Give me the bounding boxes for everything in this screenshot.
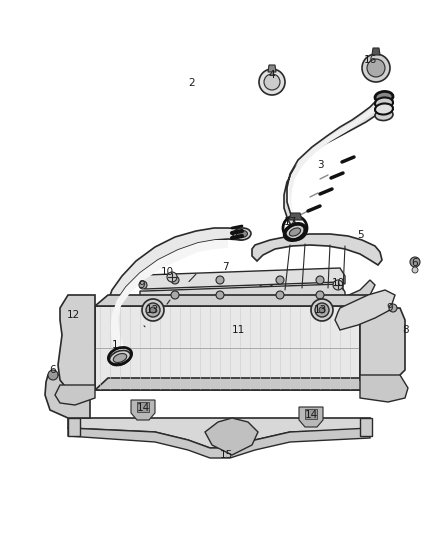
Polygon shape <box>110 240 228 355</box>
Polygon shape <box>252 234 382 265</box>
Polygon shape <box>335 290 395 330</box>
Polygon shape <box>68 418 80 436</box>
Text: 9: 9 <box>139 280 145 290</box>
Polygon shape <box>95 306 360 390</box>
Polygon shape <box>58 295 95 390</box>
Text: 5: 5 <box>357 230 363 240</box>
Ellipse shape <box>375 92 393 102</box>
Polygon shape <box>360 308 405 380</box>
Polygon shape <box>45 375 90 418</box>
Circle shape <box>264 74 280 90</box>
Circle shape <box>276 291 284 299</box>
Text: 2: 2 <box>189 78 195 88</box>
Text: 6: 6 <box>412 258 418 268</box>
Polygon shape <box>284 95 388 237</box>
Circle shape <box>171 276 179 284</box>
Text: 12: 12 <box>67 310 80 320</box>
Polygon shape <box>137 402 149 412</box>
Circle shape <box>333 280 343 290</box>
Polygon shape <box>289 95 383 231</box>
Polygon shape <box>372 48 380 55</box>
Ellipse shape <box>113 353 127 362</box>
Ellipse shape <box>375 103 393 115</box>
Text: 9: 9 <box>387 303 393 313</box>
Polygon shape <box>268 65 276 72</box>
Circle shape <box>367 59 385 77</box>
Text: 6: 6 <box>49 365 57 375</box>
Polygon shape <box>299 407 323 427</box>
Text: 4: 4 <box>268 70 276 80</box>
Ellipse shape <box>110 350 131 366</box>
Circle shape <box>167 272 177 282</box>
Polygon shape <box>289 213 302 220</box>
Ellipse shape <box>375 103 393 115</box>
Polygon shape <box>95 295 370 306</box>
Ellipse shape <box>233 228 251 240</box>
Circle shape <box>142 299 164 321</box>
Polygon shape <box>260 280 375 314</box>
Text: 14: 14 <box>136 403 150 413</box>
Circle shape <box>319 307 325 313</box>
Polygon shape <box>68 428 370 458</box>
Circle shape <box>216 291 224 299</box>
Circle shape <box>311 299 333 321</box>
Polygon shape <box>68 418 370 448</box>
Polygon shape <box>95 378 370 390</box>
Circle shape <box>171 291 179 299</box>
Circle shape <box>412 267 418 273</box>
Polygon shape <box>305 409 317 419</box>
Circle shape <box>146 303 160 317</box>
Text: 10: 10 <box>160 267 173 277</box>
Ellipse shape <box>375 109 393 120</box>
Circle shape <box>410 257 420 267</box>
Polygon shape <box>140 268 345 289</box>
Polygon shape <box>140 284 345 305</box>
Text: 17: 17 <box>283 217 297 227</box>
Text: 16: 16 <box>364 55 377 65</box>
Text: 1: 1 <box>112 340 118 350</box>
Circle shape <box>389 304 397 312</box>
Text: 8: 8 <box>403 325 410 335</box>
Circle shape <box>139 281 147 289</box>
Circle shape <box>316 291 324 299</box>
Circle shape <box>150 307 156 313</box>
Circle shape <box>216 276 224 284</box>
Circle shape <box>316 276 324 284</box>
Polygon shape <box>131 400 155 420</box>
Polygon shape <box>105 228 242 358</box>
Ellipse shape <box>375 92 393 102</box>
Text: 3: 3 <box>317 160 323 170</box>
Polygon shape <box>205 418 258 455</box>
Ellipse shape <box>290 228 300 236</box>
Text: 13: 13 <box>313 305 327 315</box>
Text: 15: 15 <box>219 450 233 460</box>
Polygon shape <box>360 375 408 402</box>
Text: 13: 13 <box>145 305 159 315</box>
Circle shape <box>259 69 285 95</box>
Ellipse shape <box>237 230 247 238</box>
Polygon shape <box>55 385 95 405</box>
Text: 14: 14 <box>304 410 318 420</box>
Ellipse shape <box>375 98 393 109</box>
Circle shape <box>362 54 390 82</box>
Polygon shape <box>360 418 372 436</box>
Text: 7: 7 <box>222 262 228 272</box>
Circle shape <box>276 276 284 284</box>
Text: 10: 10 <box>332 278 345 288</box>
Circle shape <box>315 303 329 317</box>
Ellipse shape <box>286 225 304 239</box>
Circle shape <box>48 370 58 380</box>
Ellipse shape <box>375 98 393 109</box>
Text: 11: 11 <box>231 325 245 335</box>
